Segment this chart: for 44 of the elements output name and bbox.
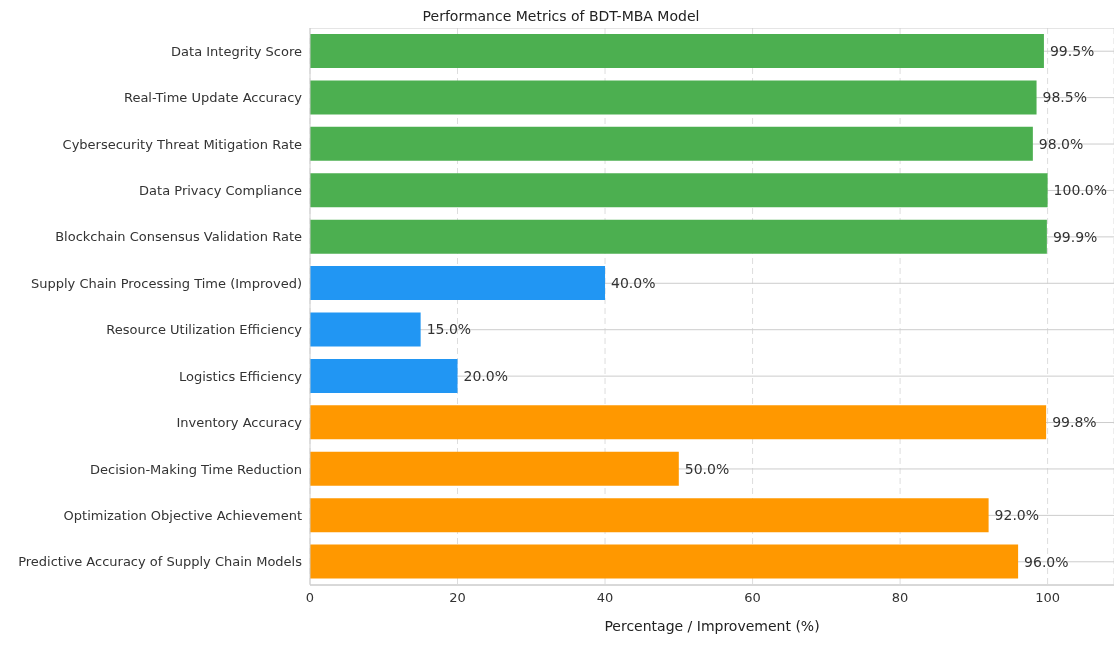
bar [310,498,989,533]
y-tick-label: Resource Utilization Efficiency [106,322,303,338]
x-tick-label: 60 [744,590,761,606]
x-tick-label: 40 [596,590,614,606]
bar [310,266,606,301]
x-tick-label: 0 [305,590,315,606]
bar [310,173,1048,208]
y-tick-label: Blockchain Consensus Validation Rate [55,229,302,245]
data-label: 50.0% [684,460,730,477]
y-tick-label: Optimization Objective Achievement [63,507,302,523]
y-tick-label: Data Privacy Compliance [139,183,302,199]
y-tick-label: Supply Chain Processing Time (Improved) [30,275,302,291]
x-tick-label: 20 [449,590,466,606]
x-axis-title: Percentage / Improvement (%) [604,618,820,634]
bar [310,312,421,347]
y-tick-label: Cybersecurity Threat Mitigation Rate [62,136,302,152]
bar [310,405,1047,440]
y-tick-label: Decision-Making Time Reduction [90,461,302,477]
x-tick-label: 80 [891,590,909,606]
bar [310,358,458,393]
bar [310,34,1044,68]
bar [310,219,1047,254]
data-label: 40.0% [611,275,656,292]
y-tick-label: Real-Time Update Accuracy [123,90,303,106]
data-label: 96.0% [1024,553,1069,570]
data-label: 99.8% [1052,414,1097,431]
x-tick-label: 100 [1035,590,1061,606]
y-tick-label: Predictive Accuracy of Supply Chain Models [18,554,303,570]
data-label: 20.0% [463,367,509,384]
bar [310,126,1033,161]
bar [310,80,1037,115]
data-label: 99.9% [1052,228,1098,245]
data-label: 15.0% [426,321,472,338]
data-label: 100.0% [1053,182,1108,199]
chart-title: Performance Metrics of BDT-MBA Model [421,8,701,26]
data-label: 99.5% [1049,42,1095,59]
data-label: 98.0% [1038,135,1084,152]
y-tick-label: Data Integrity Score [171,43,302,59]
data-label: 92.0% [994,507,1040,524]
bar [310,451,679,486]
y-tick-label: Logistics Efficiency [179,368,303,384]
bar [310,544,1019,579]
y-tick-label: Inventory Accuracy [176,415,303,431]
data-label: 98.5% [1042,89,1088,106]
